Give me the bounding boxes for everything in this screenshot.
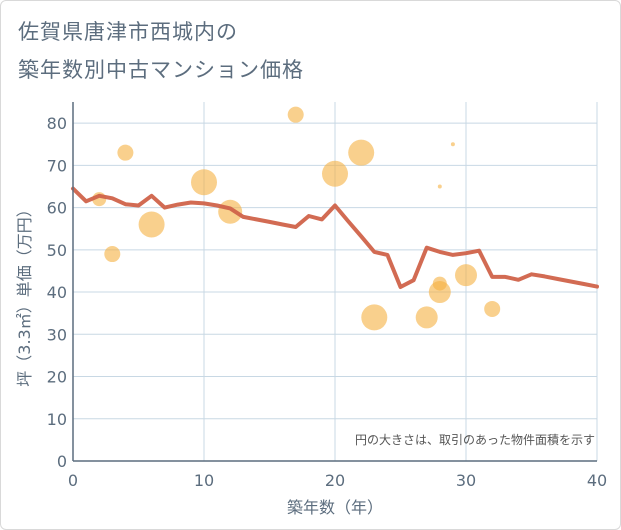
bubbles bbox=[92, 106, 501, 331]
bubble-point bbox=[138, 211, 165, 238]
y-axis-label: 坪（3.3㎡）単価（万円） bbox=[15, 201, 34, 386]
y-tick-label: 30 bbox=[47, 325, 67, 344]
y-tick-label: 10 bbox=[47, 410, 67, 429]
y-tick-label: 40 bbox=[47, 283, 67, 302]
bubble-point bbox=[450, 142, 455, 147]
x-tick-label: 0 bbox=[68, 471, 78, 490]
bubble-point bbox=[104, 246, 121, 263]
x-tick-label: 10 bbox=[194, 471, 214, 490]
bubble-point bbox=[117, 144, 134, 161]
x-axis-label: 築年数（年） bbox=[287, 498, 383, 517]
tick-labels: 0 10 20 30 40 0 10 20 30 40 50 60 70 80 bbox=[47, 114, 608, 490]
bubble-point bbox=[455, 264, 477, 287]
y-tick-label: 60 bbox=[47, 199, 67, 218]
y-tick-label: 70 bbox=[47, 156, 67, 175]
y-tick-label: 80 bbox=[47, 114, 67, 133]
bubble-point bbox=[287, 106, 304, 123]
chart-note: 円の大きさは、取引のあった物件面積を示す bbox=[355, 432, 595, 447]
bubble-point bbox=[432, 276, 447, 291]
chart-title-line-2: 築年数別中古マンション価格 bbox=[18, 58, 304, 82]
chart-title-line-1: 佐賀県唐津市西城内の bbox=[18, 20, 238, 44]
series-line bbox=[71, 186, 599, 289]
bubble-point bbox=[348, 139, 375, 166]
bubble-point bbox=[322, 160, 348, 187]
bubble-point bbox=[191, 169, 217, 196]
y-tick-label: 50 bbox=[47, 241, 67, 260]
bubble-point bbox=[361, 304, 388, 331]
axes bbox=[72, 102, 597, 462]
x-tick-label: 30 bbox=[456, 471, 476, 490]
x-tick-label: 40 bbox=[587, 471, 607, 490]
line-series bbox=[71, 186, 599, 289]
y-tick-label: 20 bbox=[47, 368, 67, 387]
y-tick-label: 0 bbox=[57, 452, 67, 471]
bubble-point bbox=[415, 306, 438, 329]
x-tick-label: 20 bbox=[325, 471, 345, 490]
bubble-point bbox=[484, 300, 501, 317]
bubble-point bbox=[437, 184, 442, 189]
